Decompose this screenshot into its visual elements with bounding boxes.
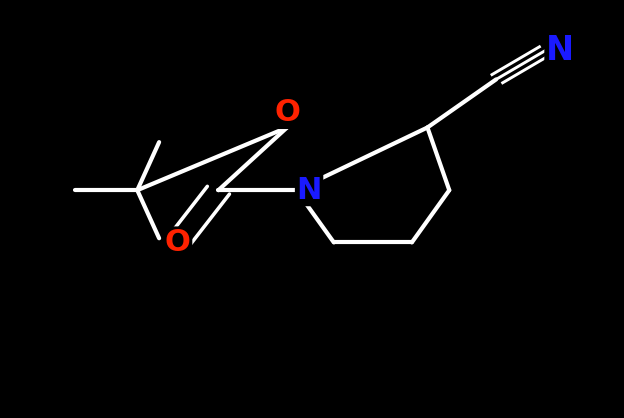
Text: O: O (165, 228, 191, 257)
Text: N: N (546, 34, 574, 66)
Text: O: O (274, 99, 300, 127)
Text: N: N (296, 176, 322, 205)
